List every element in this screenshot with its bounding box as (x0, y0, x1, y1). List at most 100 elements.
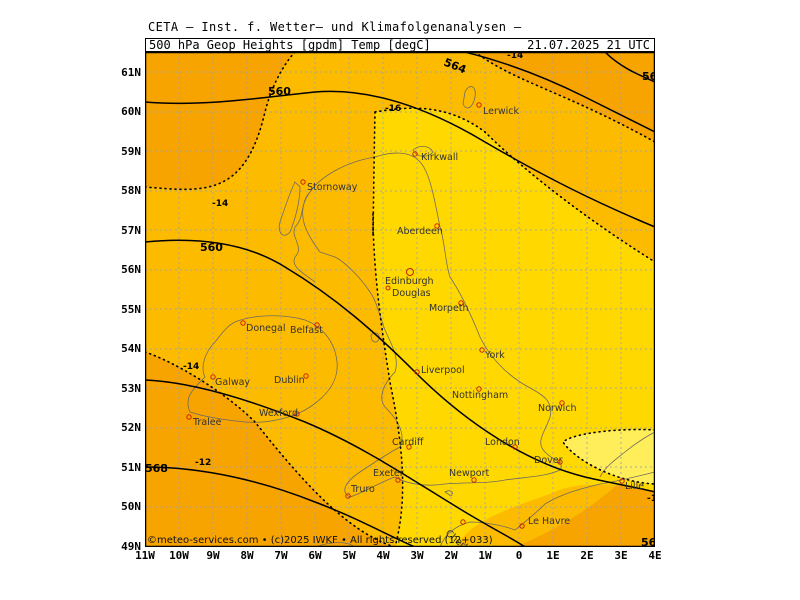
city-marker (240, 320, 246, 326)
temp-label: -14 (183, 362, 199, 372)
lon-label: 6W (308, 549, 322, 562)
lon-label: 2W (444, 549, 458, 562)
height-label: 56 (642, 70, 655, 83)
city-marker (412, 151, 418, 157)
city-marker (210, 374, 216, 380)
lat-label: 57N (121, 224, 141, 237)
lon-label: 1W (478, 549, 492, 562)
temp-label: -12 (195, 458, 211, 468)
lon-label: 7W (274, 549, 288, 562)
lat-label: 58N (121, 184, 141, 197)
city-marker (519, 523, 525, 529)
city-marker (406, 268, 414, 276)
lon-label: 10W (169, 549, 189, 562)
city-label: Kirkwall (421, 152, 458, 163)
lat-label: 50N (121, 500, 141, 513)
temp-band-pale (563, 429, 655, 484)
city-marker (385, 285, 391, 291)
city-marker (303, 373, 309, 379)
city-label: Galway (215, 377, 250, 388)
lon-label: 3E (614, 549, 628, 562)
temp-label: -1 (647, 494, 655, 504)
city-label: London (485, 437, 520, 448)
city-label: Tralee (192, 417, 222, 428)
height-label: 56 (641, 536, 655, 547)
city-marker (434, 223, 440, 229)
lon-label: 1E (546, 549, 560, 562)
lat-label: 51N (121, 461, 141, 474)
field-label: 500 hPa Geop Heights [gpdm] Temp [degC] (149, 38, 431, 52)
temp-label: -16 (385, 104, 401, 114)
city-label: Dublin (274, 375, 305, 386)
lon-label: 0 (515, 549, 523, 562)
city-label: Exeter (373, 468, 404, 479)
city-label: Liverpool (421, 365, 465, 376)
city-label: Nottingham (452, 390, 508, 401)
city-label: Lerwick (483, 106, 520, 117)
city-marker (471, 477, 477, 483)
copyright-footer: ©meteo-services.com • (c)2025 IWKF • All… (147, 535, 493, 546)
city-label: Aberdeen (397, 226, 443, 237)
map-title: CETA — Inst. f. Wetter— und Klimafolgena… (148, 20, 522, 34)
lat-label: 60N (121, 105, 141, 118)
lon-label: 4W (376, 549, 390, 562)
map-frame (145, 52, 655, 547)
coastlines (187, 86, 655, 547)
city-label: York (484, 350, 505, 361)
lat-label: 56N (121, 263, 141, 276)
contour-labels: 560 560 564 568 56 56 -16 -14 -14 -12 -1… (145, 52, 655, 547)
lat-label: 53N (121, 382, 141, 395)
weather-map: 560 560 564 568 56 56 -16 -14 -14 -12 -1… (145, 52, 655, 547)
city-marker (557, 459, 563, 465)
city-marker (395, 477, 401, 483)
field-description-bar: 500 hPa Geop Heights [gpdm] Temp [degC] … (145, 38, 655, 52)
temp-label: -14 (212, 199, 228, 209)
lat-label: 61N (121, 66, 141, 79)
city-label: Douglas (392, 288, 431, 299)
lat-label: 52N (121, 421, 141, 434)
city-label: Le Havre (528, 516, 570, 527)
city-marker (186, 414, 192, 420)
lon-label: 3W (410, 549, 424, 562)
city-label: Cardiff (392, 437, 424, 448)
city-marker (619, 478, 625, 484)
city-marker (559, 400, 565, 406)
city-marker (479, 347, 485, 353)
city-label: Norwich (538, 403, 576, 414)
city-marker (294, 411, 300, 417)
city-label: Stornoway (307, 182, 358, 193)
lat-label: 59N (121, 145, 141, 158)
height-label: 560 (200, 241, 223, 254)
city-marker (458, 300, 464, 306)
city-label: Lille (625, 481, 644, 492)
lat-label: 54N (121, 342, 141, 355)
lon-label: 2E (580, 549, 594, 562)
city-marker (512, 444, 518, 450)
city-label: Wexford (259, 408, 298, 419)
city-label: Truro (350, 484, 375, 495)
lon-label: 4E (648, 549, 662, 562)
city-marker (476, 102, 482, 108)
lat-label: 55N (121, 303, 141, 316)
temp-label: -14 (507, 52, 523, 61)
city-label: Newport (449, 468, 489, 479)
lon-label: 8W (240, 549, 254, 562)
city-marker (314, 322, 320, 328)
height-label: 560 (268, 85, 291, 98)
city-marker (300, 179, 306, 185)
city-marker (406, 444, 412, 450)
city-label: Edinburgh (385, 276, 434, 287)
city-label: Dover (534, 455, 563, 466)
temperature-contours (145, 52, 655, 547)
lon-label: 5W (342, 549, 356, 562)
city-label: Donegal (246, 323, 285, 334)
lon-label: 11W (135, 549, 155, 562)
city-marker (460, 519, 466, 525)
city-label: Belfast (290, 325, 323, 336)
city-marker (414, 369, 420, 375)
lon-label: 9W (206, 549, 220, 562)
lat-label: 49N (121, 540, 141, 553)
height-label: 568 (145, 462, 168, 475)
city-marker (345, 493, 351, 499)
lat-lon-grid (145, 52, 655, 547)
